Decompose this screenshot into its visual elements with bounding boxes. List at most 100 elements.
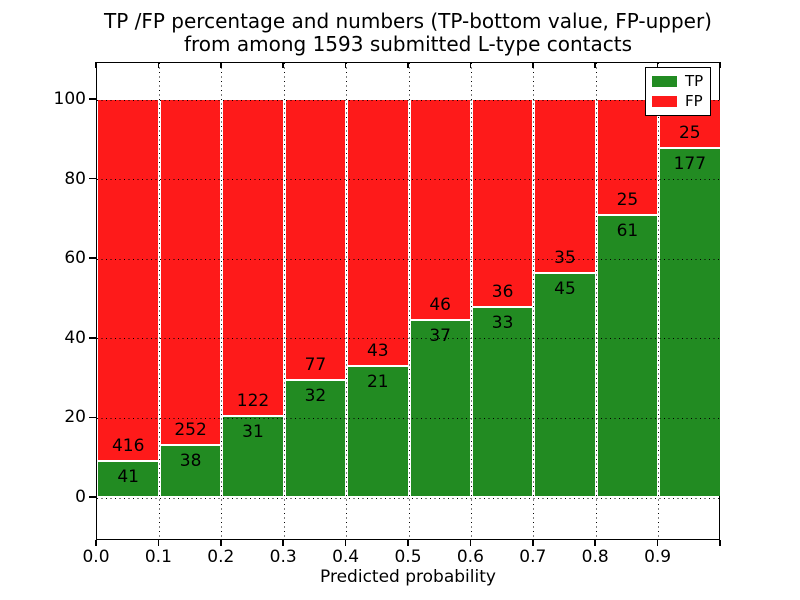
x-tick-bottom: [220, 540, 222, 546]
tp-legend-label: TP: [685, 72, 704, 90]
tp-count-label: 61: [616, 220, 639, 241]
x-tick-bottom: [157, 540, 160, 546]
tp-bar-segment: [472, 305, 533, 496]
x-tick-top: [157, 62, 160, 68]
fp-bar-segment: [347, 100, 408, 368]
y-tick-left: [89, 496, 96, 498]
tp-bar-segment: [410, 318, 471, 496]
chart-title-line-2: from among 1593 submitted L-type contact…: [183, 32, 633, 56]
fp-bar-segment: [472, 100, 533, 308]
x-tick-label: 0.1: [144, 547, 172, 567]
fp-bar-segment: [534, 100, 596, 275]
x-tick-top: [344, 62, 347, 68]
x-tick-label: 0.8: [581, 547, 609, 567]
vertical-gridline: [346, 63, 348, 539]
fp-count-label: 122: [236, 391, 270, 412]
tp-count-label: 45: [554, 279, 576, 300]
plot-inner: 416 41 252 38 122 31 77 32 43 21 46 37 36 33 35 45 25 61 2…: [97, 63, 720, 539]
fp-bar-segment: [222, 100, 284, 418]
tp-bar-segment: [347, 365, 408, 496]
tp-count-label: 21: [366, 372, 389, 393]
fp-count-label: 77: [304, 355, 327, 376]
x-tick-top: [95, 62, 97, 68]
tp-count-label: 31: [242, 422, 264, 443]
x-tick-label: 0.3: [269, 547, 297, 567]
x-tick-bottom: [282, 540, 284, 546]
x-tick-label: 0.2: [207, 547, 235, 567]
x-tick-bottom: [594, 540, 596, 546]
x-tick-label: 0.4: [332, 547, 360, 567]
x-tick-label: 0.0: [82, 547, 110, 567]
horizontal-gridline: [97, 338, 719, 340]
fp-count-label: 25: [678, 123, 701, 144]
x-tick-top: [719, 62, 721, 68]
tp-count-label: 33: [491, 312, 514, 333]
tp-count-label: 37: [429, 325, 452, 346]
tp-count-label: 41: [117, 467, 140, 488]
y-tick-left: [89, 177, 96, 180]
x-tick-bottom: [95, 540, 97, 546]
y-tick-label: 0: [75, 487, 86, 507]
tp-bar-segment: [659, 147, 720, 496]
tp-legend-swatch: [652, 76, 677, 87]
x-tick-label: 0.9: [644, 547, 672, 567]
x-tick-label: 0.7: [519, 547, 547, 567]
y-tick-label: 80: [64, 168, 86, 189]
horizontal-gridline: [97, 417, 719, 419]
horizontal-gridline: [97, 258, 719, 260]
tp-bar-segment: [98, 460, 159, 496]
x-tick-bottom: [719, 540, 721, 546]
vertical-gridline: [595, 63, 597, 539]
vertical-gridline: [283, 63, 285, 539]
x-tick-bottom: [407, 540, 409, 546]
y-tick-left: [89, 257, 96, 259]
legend-entry-tp: TP: [652, 73, 704, 90]
legend: TP FP: [645, 67, 711, 116]
fp-count-label: 25: [616, 189, 639, 210]
tp-bar-segment: [534, 272, 596, 496]
y-tick-left: [89, 337, 96, 339]
vertical-gridline: [533, 63, 535, 539]
x-tick-bottom: [344, 540, 347, 546]
fp-bar-segment: [410, 100, 471, 321]
tp-bar-segment: [597, 213, 658, 496]
y-tick-label: 100: [53, 89, 86, 109]
x-tick-top: [469, 62, 472, 68]
y-tick-left: [89, 416, 96, 419]
legend-entry-fp: FP: [652, 93, 704, 110]
x-tick-top: [282, 62, 284, 68]
tp-bar-segment: [222, 415, 284, 496]
vertical-gridline: [158, 63, 160, 539]
x-tick-bottom: [532, 540, 534, 546]
x-tick-top: [220, 62, 222, 68]
horizontal-gridline: [97, 99, 719, 101]
fp-count-label: 43: [366, 341, 389, 362]
tp-count-label: 38: [179, 450, 202, 471]
chart-title-line-1: TP /FP percentage and numbers (TP-bottom…: [104, 9, 712, 33]
chart-title: TP /FP percentage and numbers (TP-bottom…: [96, 10, 720, 56]
tp-bar-segment: [285, 379, 346, 496]
x-tick-label: 0.5: [394, 547, 422, 567]
fp-count-label: 252: [174, 419, 207, 440]
tp-count-label: 32: [304, 386, 327, 407]
plot-area: 416 41 252 38 122 31 77 32 43 21 46 37 36 33 35 45 25 61 2…: [96, 62, 720, 540]
x-tick-top: [594, 62, 596, 68]
horizontal-gridline: [97, 179, 719, 181]
tp-count-label: 177: [673, 154, 707, 175]
x-tick-label: 0.6: [456, 547, 484, 567]
fp-bar-segment: [597, 100, 658, 216]
tp-bar-segment: [160, 443, 221, 496]
x-tick-top: [407, 62, 409, 68]
vertical-gridline: [658, 63, 660, 539]
horizontal-gridline: [97, 497, 719, 499]
vertical-gridline: [470, 63, 472, 539]
fp-count-label: 46: [429, 294, 452, 315]
fp-legend-label: FP: [685, 92, 703, 110]
fp-count-label: 36: [491, 281, 514, 302]
fp-bar-segment: [160, 100, 221, 446]
fp-count-label: 35: [554, 248, 576, 269]
y-tick-label: 60: [64, 248, 86, 269]
vertical-gridline: [408, 63, 410, 539]
x-tick-bottom: [656, 540, 659, 546]
